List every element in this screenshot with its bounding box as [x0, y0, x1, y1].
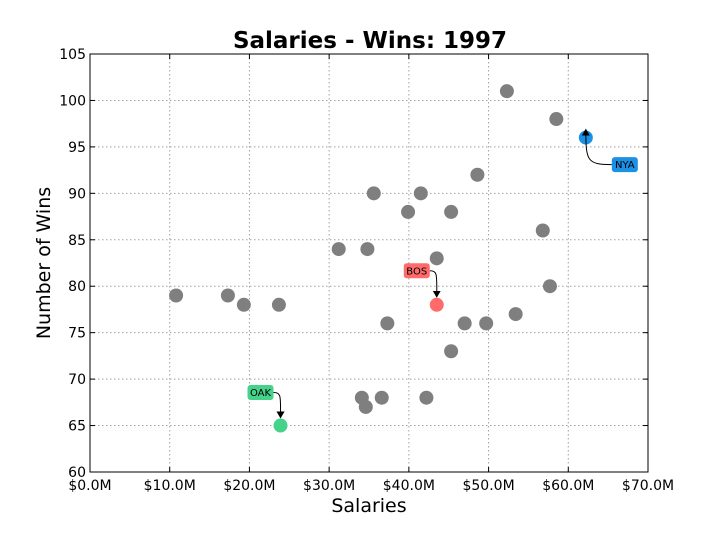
y-tick-label: 75	[68, 326, 86, 342]
data-point	[508, 307, 523, 322]
annotation-arrow-nya	[581, 128, 612, 166]
x-tick-label: $40.0M	[383, 478, 435, 494]
x-tick-label: $70.0M	[622, 478, 674, 494]
y-tick-label: 90	[68, 186, 86, 202]
x-axis-label: Salaries	[331, 495, 406, 517]
annotation-arrow-oak	[273, 392, 285, 419]
annotation-box-bos	[403, 263, 430, 279]
y-tick-label: 60	[68, 465, 86, 481]
y-tick-label: 70	[68, 372, 86, 388]
data-point	[380, 316, 395, 331]
data-point	[366, 186, 381, 201]
data-point	[401, 204, 416, 219]
x-tick-label: $20.0M	[223, 478, 275, 494]
data-point	[374, 390, 389, 405]
annotation-box-oak	[247, 385, 274, 401]
data-point	[429, 251, 444, 266]
y-tick-label: 100	[59, 93, 86, 109]
data-point	[419, 390, 434, 405]
annotation-label-oak: OAK	[250, 388, 272, 399]
x-tick-label: $50.0M	[462, 478, 514, 494]
annotations: OAK BOS NYA	[247, 128, 638, 419]
data-point	[549, 112, 564, 127]
data-point	[169, 288, 184, 303]
chart-title: Salaries - Wins: 1997	[233, 28, 507, 54]
data-point	[535, 223, 550, 238]
data-point	[479, 316, 494, 331]
data-point	[358, 399, 373, 414]
data-point	[444, 344, 459, 359]
y-tick-label: 80	[68, 279, 86, 295]
data-point	[413, 186, 428, 201]
data-point	[499, 84, 514, 99]
data-point-bos	[429, 297, 444, 312]
x-tick-label: $30.0M	[303, 478, 355, 494]
y-tick-label: 85	[68, 233, 86, 249]
data-point	[220, 288, 235, 303]
data-point	[360, 242, 375, 257]
data-point	[470, 167, 485, 182]
y-axis-label: Number of Wins	[33, 187, 55, 339]
data-point	[457, 316, 472, 331]
data-point	[444, 204, 459, 219]
x-tick-label: $60.0M	[542, 478, 594, 494]
data-point	[331, 242, 346, 257]
data-point	[271, 297, 286, 312]
y-tick-label: 65	[68, 419, 86, 435]
data-point	[236, 297, 251, 312]
annotation-label-bos: BOS	[406, 266, 427, 277]
plot-frame	[89, 53, 649, 473]
data-points	[169, 84, 593, 433]
axis-ticks: $0.0M $10.0M $20.0M $30.0M $40.0M $50.0M $60.0…	[59, 47, 674, 494]
annotation-label-nya: NYA	[615, 160, 635, 171]
y-tick-label: 95	[68, 140, 86, 156]
annotation-box-nya	[611, 157, 638, 173]
data-point-oak	[273, 418, 288, 433]
x-tick-label: $10.0M	[144, 478, 196, 494]
x-tick-label: $0.0M	[68, 478, 111, 494]
data-point	[542, 279, 557, 294]
y-tick-label: 105	[59, 47, 86, 63]
annotation-arrow-bos	[429, 270, 441, 298]
